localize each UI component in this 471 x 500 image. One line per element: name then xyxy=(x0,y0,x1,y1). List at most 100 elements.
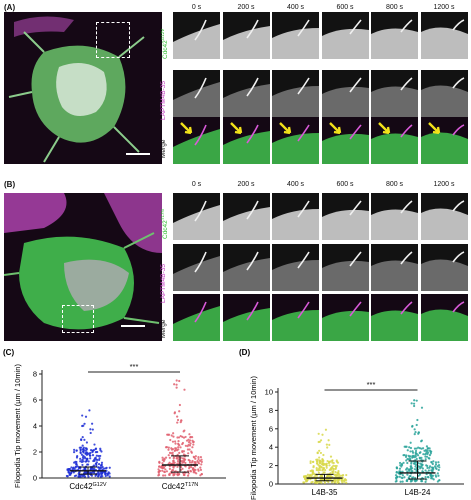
timelapse-tile xyxy=(272,12,319,59)
data-point xyxy=(172,459,175,462)
data-point xyxy=(423,449,426,452)
data-point xyxy=(325,443,328,446)
data-point xyxy=(412,402,416,405)
data-point xyxy=(167,446,170,449)
data-point xyxy=(75,460,78,464)
data-point xyxy=(416,418,419,422)
data-point xyxy=(157,474,160,477)
data-point xyxy=(424,476,427,479)
data-point xyxy=(89,428,92,431)
data-point xyxy=(430,461,433,464)
data-point xyxy=(73,461,76,464)
timelapse-tile xyxy=(371,244,418,291)
data-point xyxy=(87,475,90,478)
data-point xyxy=(312,460,315,463)
data-point xyxy=(412,462,416,465)
data-point xyxy=(394,480,397,483)
data-point xyxy=(174,448,177,452)
timelapse-tile xyxy=(173,12,220,59)
data-point xyxy=(98,458,101,462)
data-point xyxy=(332,467,335,471)
timelapse-tile xyxy=(173,244,220,291)
data-point xyxy=(398,461,402,465)
data-point xyxy=(182,436,186,439)
timelapse-tile xyxy=(173,117,220,164)
data-point xyxy=(406,478,409,481)
time-label: 1200 s xyxy=(433,181,455,188)
data-point xyxy=(401,480,404,483)
data-point xyxy=(94,448,97,451)
time-label: 800 s xyxy=(385,4,404,11)
data-point xyxy=(310,481,313,484)
data-point xyxy=(413,428,416,431)
time-label: 600 s xyxy=(336,4,354,11)
data-point xyxy=(73,451,76,454)
data-point xyxy=(181,449,184,453)
time-label: 0 s xyxy=(191,181,202,188)
data-point xyxy=(85,441,89,444)
data-point xyxy=(99,449,102,452)
data-point xyxy=(197,457,200,461)
data-point xyxy=(182,450,186,453)
significance-label: *** xyxy=(130,362,139,371)
data-point xyxy=(108,475,111,478)
data-point xyxy=(176,415,179,418)
data-point xyxy=(79,475,82,478)
data-point xyxy=(434,474,437,477)
data-point xyxy=(395,466,398,469)
y-tick-label: 4 xyxy=(269,443,273,452)
data-point xyxy=(424,469,427,472)
data-point xyxy=(420,447,423,450)
data-point xyxy=(424,480,427,483)
data-point xyxy=(178,403,182,407)
data-point xyxy=(80,460,84,464)
data-point xyxy=(86,463,90,466)
data-point xyxy=(174,440,177,443)
data-point xyxy=(426,452,429,456)
data-point xyxy=(89,431,92,435)
data-point xyxy=(342,474,345,477)
data-point xyxy=(316,481,319,485)
data-point xyxy=(437,463,441,467)
data-point xyxy=(161,469,164,472)
data-point xyxy=(418,473,422,476)
data-point xyxy=(437,461,440,464)
data-point xyxy=(401,474,404,477)
data-point xyxy=(313,481,317,484)
data-point xyxy=(86,452,89,455)
data-point xyxy=(172,435,175,438)
data-point xyxy=(303,476,306,479)
data-point xyxy=(417,465,420,468)
data-point xyxy=(405,467,409,470)
data-point xyxy=(186,448,190,451)
data-point xyxy=(398,467,402,470)
data-point xyxy=(407,454,410,457)
data-point xyxy=(80,453,84,456)
timelapse-tile xyxy=(272,294,319,341)
timelapse-tile xyxy=(371,193,418,240)
data-point xyxy=(338,475,341,478)
data-point xyxy=(170,434,173,437)
data-point xyxy=(415,447,418,450)
data-point xyxy=(191,439,194,442)
data-point xyxy=(192,443,195,446)
data-point xyxy=(409,450,412,453)
data-point xyxy=(91,449,94,453)
data-point xyxy=(181,441,185,445)
data-point xyxy=(395,471,398,474)
data-point xyxy=(197,462,201,465)
data-point xyxy=(414,449,418,453)
data-point xyxy=(331,459,334,462)
data-point xyxy=(321,433,324,436)
y-tick-label: 8 xyxy=(269,406,273,415)
data-point xyxy=(421,470,424,473)
data-point xyxy=(319,451,323,455)
data-point xyxy=(323,471,326,474)
data-point xyxy=(91,453,95,457)
data-point xyxy=(72,466,75,469)
data-point xyxy=(170,447,173,450)
data-point xyxy=(433,465,437,468)
data-point xyxy=(421,463,424,466)
timelapse-tile xyxy=(272,244,319,291)
data-point xyxy=(172,457,175,460)
